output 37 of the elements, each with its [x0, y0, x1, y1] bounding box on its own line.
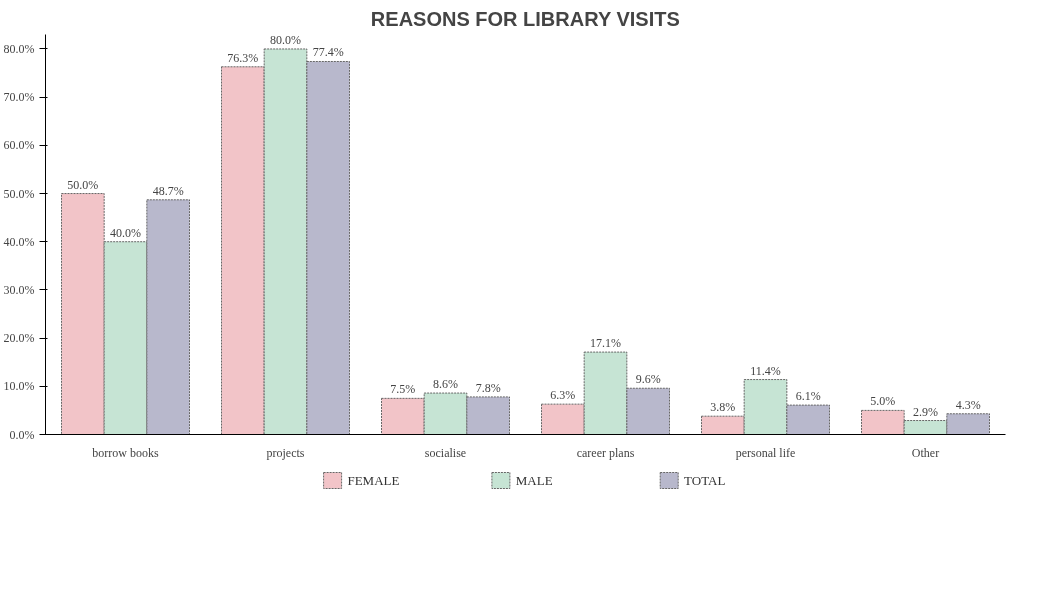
data-label: 17.1%: [590, 336, 621, 351]
y-tick-label: 50.0%: [3, 186, 35, 201]
data-label: 7.8%: [475, 380, 501, 395]
data-label: 9.6%: [635, 372, 661, 387]
x-tick-label: personal life: [735, 445, 796, 460]
data-label: 7.5%: [390, 382, 416, 397]
data-label: 2.9%: [913, 404, 938, 419]
y-tick-label: 40.0%: [3, 234, 35, 249]
data-label: 77.4%: [312, 45, 344, 60]
x-tick-label: career plans: [576, 445, 635, 460]
data-label: 48.7%: [152, 183, 184, 198]
chart-title: REASONS FOR LIBRARY VISITS: [370, 7, 680, 30]
data-label: 76.3%: [227, 50, 259, 65]
legend-label: MALE: [515, 473, 553, 488]
data-label: 40.0%: [110, 225, 141, 240]
y-tick-label: 80.0%: [3, 41, 35, 56]
x-tick-label: projects: [266, 445, 305, 460]
legend-label: FEMALE: [347, 473, 400, 488]
y-tick-label: 60.0%: [3, 138, 35, 153]
data-label: 50.0%: [67, 177, 99, 192]
y-tick-label: 30.0%: [3, 282, 35, 297]
data-label: 6.1%: [795, 389, 821, 404]
data-label: 3.8%: [710, 400, 736, 415]
data-label: 11.4%: [750, 363, 781, 378]
data-label: 4.3%: [955, 397, 981, 412]
data-label: 80.0%: [270, 32, 301, 47]
legend-label: TOTAL: [684, 473, 726, 488]
data-label: 5.0%: [870, 394, 896, 409]
data-label: 8.6%: [433, 377, 458, 392]
y-tick-label: 10.0%: [3, 379, 35, 394]
y-tick-label: 20.0%: [3, 331, 35, 346]
y-tick-label: 70.0%: [3, 90, 35, 105]
data-label: 6.3%: [550, 388, 576, 403]
x-tick-label: socialise: [424, 445, 467, 460]
x-tick-label: borrow books: [92, 445, 159, 460]
x-tick-label: Other: [911, 445, 940, 460]
y-tick-label: 0.0%: [9, 427, 35, 442]
